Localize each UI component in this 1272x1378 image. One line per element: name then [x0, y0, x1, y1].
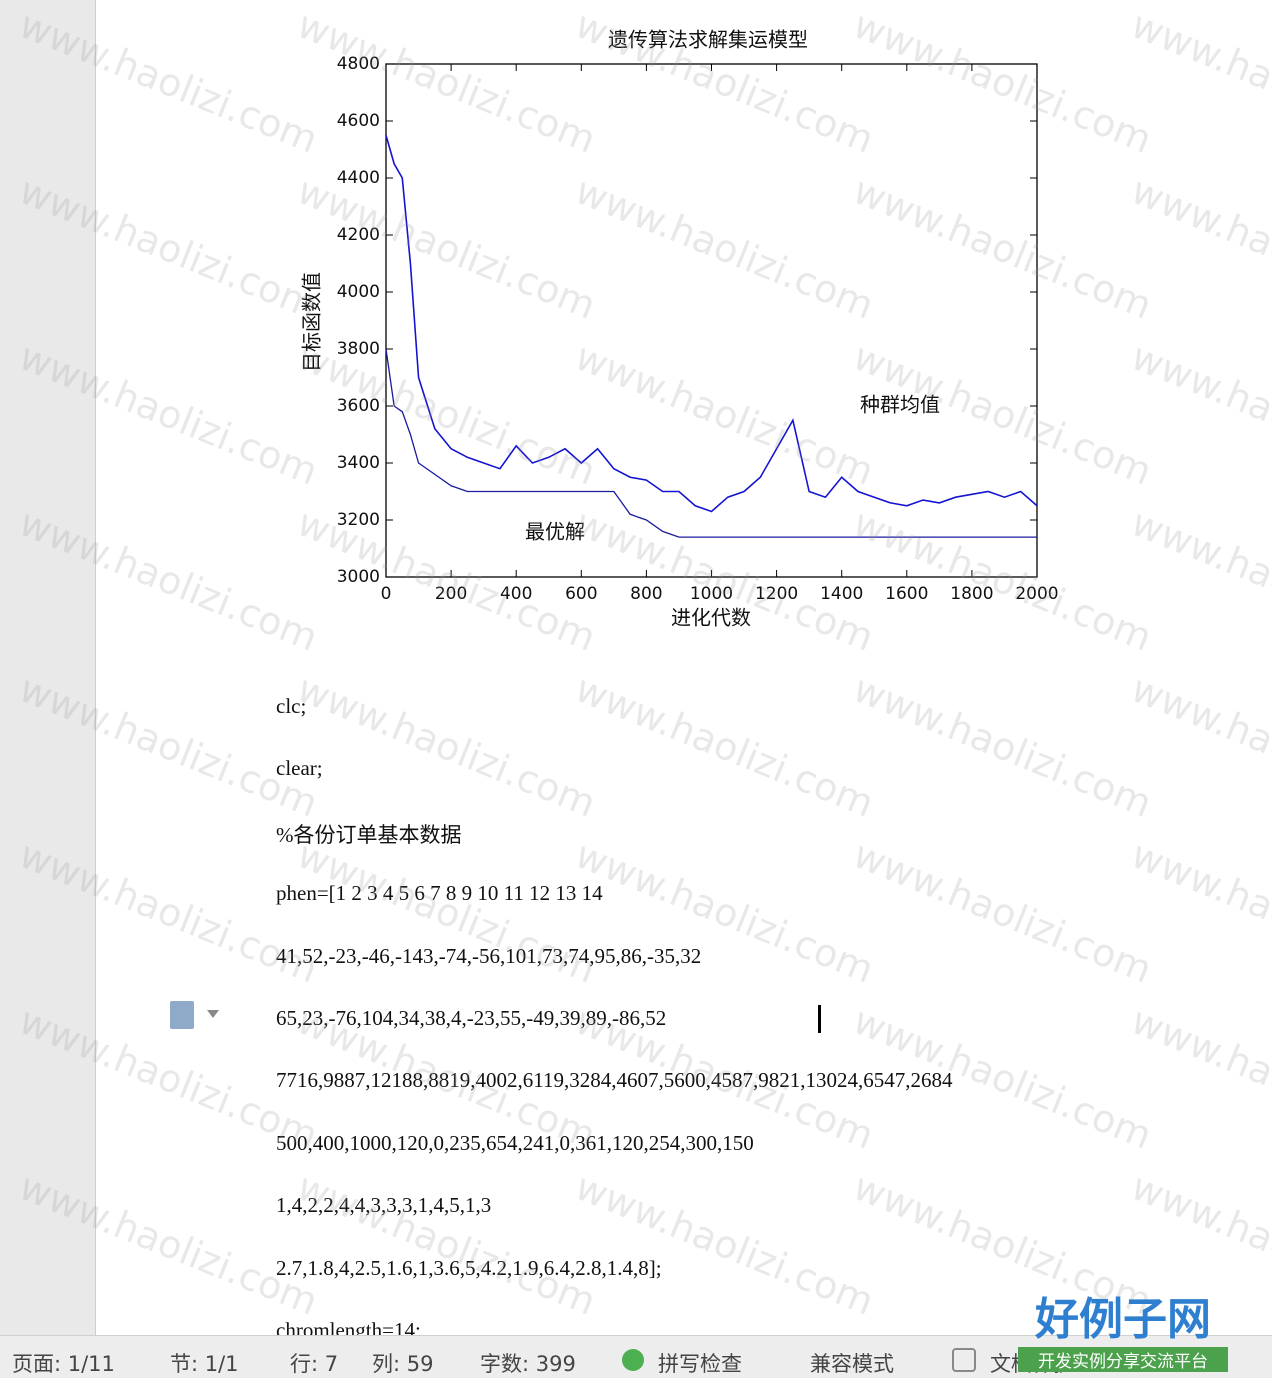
x-tick-label: 1000	[690, 584, 733, 604]
logo-text: 好例子网	[1035, 1294, 1211, 1345]
comment-icon[interactable]	[170, 1001, 194, 1029]
x-tick-label: 0	[381, 584, 392, 604]
x-tick-label: 1600	[885, 584, 928, 604]
text-line: 500,400,1000,120,0,235,654,241,0,361,120…	[276, 1130, 754, 1155]
logo-slogan: 开发实例分享交流平台	[1018, 1347, 1228, 1372]
status-item: 列: 59	[372, 1352, 434, 1376]
series-line	[385, 348, 1037, 538]
x-tick-label: 2000	[1015, 584, 1058, 604]
x-tick-label: 400	[500, 584, 532, 604]
text-line: clc;	[276, 694, 307, 718]
x-tick-label: 600	[565, 584, 597, 604]
spell-icon	[622, 1349, 644, 1371]
status-item: 节: 1/1	[170, 1352, 239, 1376]
status-item: 页面: 1/11	[12, 1352, 115, 1376]
chart-title: 遗传算法求解集运模型	[608, 28, 808, 52]
status-item: 行: 7	[290, 1352, 339, 1376]
document-page	[95, 0, 1272, 1376]
status-item[interactable]: 拼写检查	[658, 1352, 742, 1376]
text-cursor	[818, 1005, 821, 1033]
x-tick-label: 1400	[820, 584, 863, 604]
y-tick-label: 3400	[337, 453, 380, 473]
series-line	[385, 135, 1038, 513]
x-tick-label: 1200	[755, 584, 798, 604]
chart: 遗传算法求解集运模型 进化代数 目标函数值 3000 3200 3400 3600 38…	[300, 28, 1059, 630]
text-line: clear;	[276, 756, 323, 781]
text-line: %各份订单基本数据	[276, 822, 462, 847]
status-item: 字数: 399	[480, 1352, 576, 1376]
plot-frame	[385, 63, 1038, 578]
text-line: 2.7,1.8,4,2.5,1.6,1,3.6,5,4.2,1.9,6.4,2.…	[276, 1255, 662, 1280]
y-tick-label: 4800	[337, 54, 380, 74]
y-tick-label: 3800	[337, 339, 380, 359]
y-tick-label: 4000	[337, 282, 380, 302]
dropdown-arrow[interactable]	[207, 1010, 219, 1018]
x-axis-label: 进化代数	[671, 606, 751, 630]
text-line: 65,23,-76,104,34,38,4,-23,55,-49,39,89,-…	[276, 1006, 667, 1030]
y-axis-label: 目标函数值	[300, 272, 324, 372]
y-tick-label: 4200	[337, 225, 380, 245]
text-line: 7716,9887,12188,8819,4002,6119,3284,4607…	[276, 1068, 953, 1093]
x-tick-label: 800	[630, 584, 662, 604]
status-item[interactable]: 兼容模式	[810, 1352, 894, 1376]
y-tick-label: 3200	[337, 510, 380, 530]
x-tick-label: 1800	[950, 584, 993, 604]
series-annotation: 最优解	[525, 520, 585, 544]
text-line: phen=[1 2 3 4 5 6 7 8 9 10 11 12 13 14	[276, 881, 603, 906]
y-tick-label: 3600	[337, 396, 380, 416]
x-tick-label: 200	[435, 584, 467, 604]
protect-icon	[952, 1348, 976, 1372]
series-annotation: 种群均值	[860, 393, 940, 417]
y-tick-label: 4600	[337, 111, 380, 131]
text-line: 1,4,2,2,4,4,3,3,3,1,4,5,1,3	[276, 1193, 492, 1218]
y-tick-label: 4400	[337, 168, 380, 188]
text-line: 41,52,-23,-46,-143,-74,-56,101,73,74,95,…	[276, 943, 702, 968]
y-tick-label: 3000	[337, 567, 380, 587]
watermark-logo: 好例子网 开发实例分享交流平台	[1018, 1283, 1228, 1372]
